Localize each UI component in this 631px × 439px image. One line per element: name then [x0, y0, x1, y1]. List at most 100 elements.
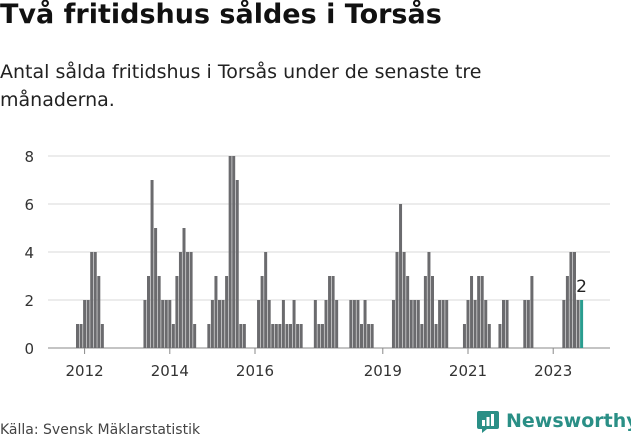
bar — [267, 300, 271, 348]
bar — [352, 300, 356, 348]
bar — [271, 324, 275, 348]
bar — [225, 276, 229, 348]
bar — [420, 324, 424, 348]
bar — [242, 324, 246, 348]
bar — [530, 276, 534, 348]
bar — [569, 252, 573, 348]
bar — [484, 300, 488, 348]
bar — [228, 156, 232, 348]
x-tick-label: 2019 — [364, 362, 402, 380]
bar — [462, 324, 466, 348]
bar — [171, 324, 175, 348]
bar — [218, 300, 221, 348]
bar — [79, 324, 83, 348]
bar — [143, 300, 147, 348]
last-value-label: 2 — [576, 277, 587, 297]
bar — [367, 324, 371, 348]
annotations: 2 — [575, 276, 589, 299]
bar — [498, 324, 502, 348]
bar — [409, 300, 413, 348]
bar — [154, 228, 158, 348]
bar — [480, 276, 484, 348]
x-tick-label: 2012 — [66, 362, 104, 380]
bar — [335, 300, 339, 348]
bar — [356, 300, 360, 348]
bar — [562, 300, 566, 348]
bar — [281, 300, 285, 348]
bar — [285, 324, 289, 348]
y-axis-ticks: 0 2 4 6 8 — [24, 148, 34, 358]
bar — [477, 276, 481, 348]
bar — [399, 204, 403, 348]
bar — [157, 276, 161, 348]
bar — [76, 324, 79, 348]
bar — [505, 300, 509, 348]
x-tick-label: 2023 — [534, 362, 572, 380]
bar — [260, 276, 264, 348]
bar — [438, 300, 442, 348]
bar — [416, 300, 420, 348]
x-tick-label: 2021 — [449, 362, 487, 380]
bar — [313, 300, 317, 348]
bar — [441, 300, 445, 348]
bar — [168, 300, 172, 348]
y-tick-label: 2 — [24, 292, 34, 310]
bar — [413, 300, 417, 348]
bar — [502, 300, 505, 348]
bar — [214, 276, 218, 348]
x-tick-label: 2016 — [236, 362, 274, 380]
bar — [189, 252, 193, 348]
y-tick-label: 8 — [24, 148, 34, 166]
bar — [93, 252, 97, 348]
bar — [402, 252, 406, 348]
bar — [274, 324, 278, 348]
bar — [83, 300, 87, 348]
bar — [406, 276, 410, 348]
y-tick-label: 6 — [24, 196, 34, 214]
bar — [232, 156, 236, 348]
bars — [76, 156, 584, 348]
bar — [207, 324, 211, 348]
bar — [370, 324, 374, 348]
bar — [423, 276, 427, 348]
bar — [576, 300, 580, 348]
bar — [235, 180, 239, 348]
bar — [299, 324, 303, 348]
bar — [164, 300, 168, 348]
bar — [391, 300, 395, 348]
y-tick-label: 4 — [24, 244, 34, 262]
bar — [257, 300, 261, 348]
page-title: Två fritidshus såldes i Torsås — [0, 0, 442, 30]
bar — [395, 252, 399, 348]
bar — [186, 252, 190, 348]
bar — [363, 300, 367, 348]
bar — [317, 324, 321, 348]
bar — [473, 300, 477, 348]
bar — [289, 324, 292, 348]
bar — [175, 276, 179, 348]
bar — [466, 300, 470, 348]
x-axis-ticks: 2012 2014 2016 2019 2021 2023 — [66, 348, 572, 380]
bar — [445, 300, 449, 348]
source-note: Källa: Svensk Mäklarstatistik — [0, 422, 201, 438]
bar — [90, 252, 94, 348]
bar — [565, 276, 569, 348]
bar — [573, 252, 576, 348]
bar — [320, 324, 324, 348]
bar — [427, 252, 431, 348]
bar — [193, 324, 197, 348]
bar — [147, 276, 150, 348]
bar — [292, 300, 296, 348]
bar — [487, 324, 491, 348]
chart-subtitle: Antal sålda fritidshus i Torsås under de… — [0, 61, 482, 111]
brand-name: Newsworthy — [506, 410, 631, 432]
bar — [278, 324, 282, 348]
bar — [470, 276, 474, 348]
bar-chart: 0 2 4 6 8 2012 2014 2016 2019 2021 2023 2 — [24, 148, 610, 380]
bar — [526, 300, 530, 348]
bar — [86, 300, 90, 348]
bar — [328, 276, 332, 348]
newsworthy-logo-icon — [477, 411, 499, 433]
bar — [100, 324, 104, 348]
y-tick-label: 0 — [24, 340, 34, 358]
